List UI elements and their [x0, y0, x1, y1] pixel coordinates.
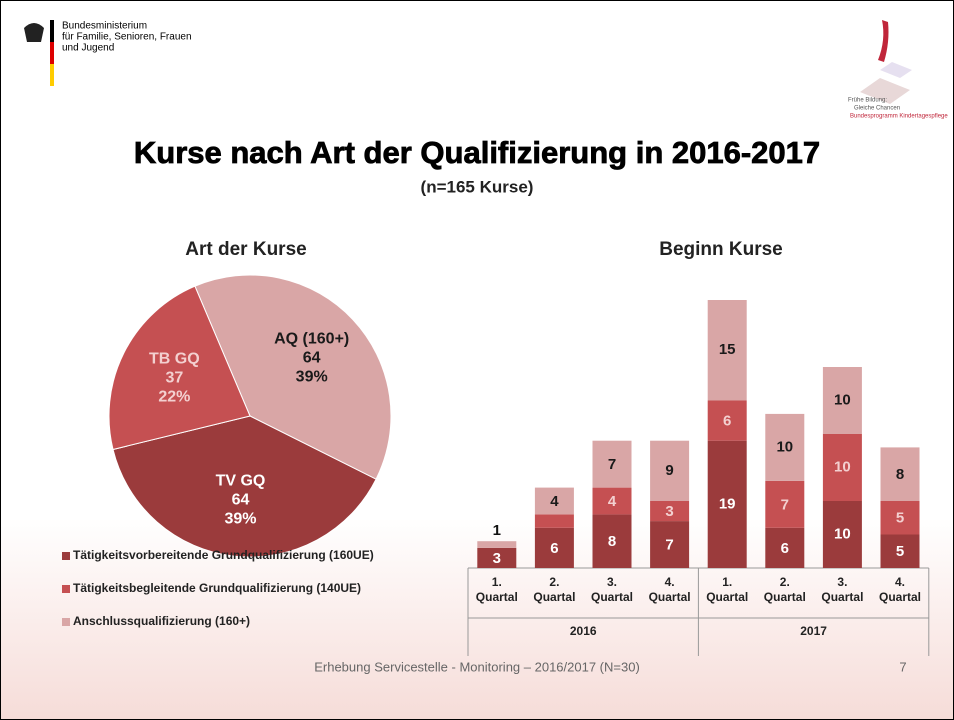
- bar-segment: [477, 541, 517, 548]
- pie-slice: [108, 285, 251, 451]
- bar-segment: [880, 447, 920, 501]
- legend-swatch: [62, 552, 70, 560]
- legend-label: Tätigkeitsbegleitende Grundqualifizierun…: [73, 581, 361, 595]
- bar-value-label: 1: [493, 522, 501, 539]
- bar-segment: [822, 367, 862, 434]
- bar-segment: [822, 501, 862, 568]
- bar-value-label: 10: [834, 525, 851, 542]
- bar-value-label: 6: [781, 540, 789, 557]
- bar-value-label: 3: [665, 503, 673, 520]
- x-tick-label: 3. Quartal: [591, 575, 633, 604]
- page-number: 7: [899, 659, 906, 674]
- bar-segment: [477, 547, 517, 568]
- pie-label: 37: [165, 369, 183, 386]
- bar-segment: [707, 300, 747, 401]
- program-line: Gleiche Chancen: [854, 106, 900, 112]
- bar-value-label: 10: [776, 438, 793, 455]
- ministry-logo: [24, 20, 54, 86]
- bar-segment: [650, 521, 690, 568]
- pie-label: 39%: [224, 510, 256, 527]
- ministry-line: Bundesministerium: [62, 21, 147, 32]
- bar-value-label: 3: [493, 550, 501, 567]
- bar-value-label: 6: [550, 540, 558, 557]
- pie-label: 64: [232, 491, 250, 508]
- bar-segment: [650, 440, 690, 501]
- ministry-line: für Familie, Senioren, Frauen: [62, 32, 192, 43]
- x-tick-label: 2. Quartal: [533, 575, 575, 604]
- program-logo: [860, 20, 912, 104]
- group-label: 2017: [800, 624, 827, 638]
- bar-value-label: 5: [896, 543, 904, 560]
- bar-value-label: 10: [834, 458, 851, 475]
- pie-label: 22%: [158, 388, 190, 405]
- x-tick-label: 4. Quartal: [649, 575, 691, 604]
- bar-segment: [592, 487, 632, 515]
- bar-value-label: 6: [723, 413, 731, 430]
- bar-value-label: 7: [781, 496, 789, 513]
- legend-swatch: [62, 618, 70, 626]
- bar-segment: [534, 527, 574, 568]
- bar-segment: [592, 440, 632, 488]
- x-tick-label: 3. Quartal: [821, 575, 863, 604]
- bar-segment: [534, 487, 574, 515]
- bar-value-label: 7: [665, 537, 673, 554]
- pie-label: TB GQ: [149, 350, 200, 367]
- pie-label: 64: [303, 349, 321, 366]
- program-line: Frühe Bildung:: [848, 98, 887, 104]
- bar-segment: [765, 413, 805, 481]
- chart-title: Art der Kurse: [185, 239, 306, 260]
- bar-value-label: 4: [550, 493, 559, 510]
- bar-segment: [592, 514, 632, 568]
- x-tick-label: 4. Quartal: [879, 575, 921, 604]
- bar-segment: [650, 501, 690, 522]
- pie-label: 39%: [296, 368, 328, 385]
- legend-swatch: [62, 585, 70, 593]
- bar-value-label: 4: [608, 493, 617, 510]
- legend-label: Anschlussqualifizierung (160+): [73, 614, 250, 628]
- bar-segment: [765, 527, 805, 568]
- bar-value-label: 19: [719, 495, 736, 512]
- bar-value-label: 15: [719, 341, 736, 358]
- chart-title: Beginn Kurse: [659, 239, 783, 260]
- bar-value-label: 7: [608, 456, 616, 473]
- pie-label: TV GQ: [216, 472, 266, 489]
- x-tick-label: 1. Quartal: [476, 575, 518, 604]
- bar-value-label: 8: [608, 533, 616, 550]
- bar-value-label: 5: [896, 510, 904, 527]
- bar-segment: [707, 440, 747, 568]
- footer-text: Erhebung Servicestelle - Monitoring – 20…: [314, 659, 640, 674]
- bar-segment: [880, 501, 920, 535]
- bar-segment: [534, 514, 574, 528]
- legend-label: Tätigkeitsvorbereitende Grundqualifizier…: [73, 548, 374, 562]
- x-tick-label: 1. Quartal: [706, 575, 748, 604]
- pie-slice: [194, 274, 392, 480]
- slide-subtitle: (n=165 Kurse): [421, 177, 534, 196]
- bar-segment: [822, 434, 862, 501]
- bar-value-label: 9: [665, 462, 673, 479]
- bar-segment: [880, 534, 920, 568]
- bar-value-label: 10: [834, 391, 851, 408]
- ministry-line: und Jugend: [62, 43, 114, 54]
- bar-segment: [707, 400, 747, 441]
- slide-title: Kurse nach Art der Qualifizierung in 201…: [134, 135, 820, 170]
- bar-segment: [765, 480, 805, 528]
- x-tick-label: 2. Quartal: [764, 575, 806, 604]
- pie-label: AQ (160+): [274, 330, 349, 347]
- group-label: 2016: [570, 624, 597, 638]
- pie-slice: [112, 415, 377, 558]
- program-line: Bundesprogramm Kindertagespflege: [850, 114, 948, 120]
- bar-value-label: 8: [896, 466, 904, 483]
